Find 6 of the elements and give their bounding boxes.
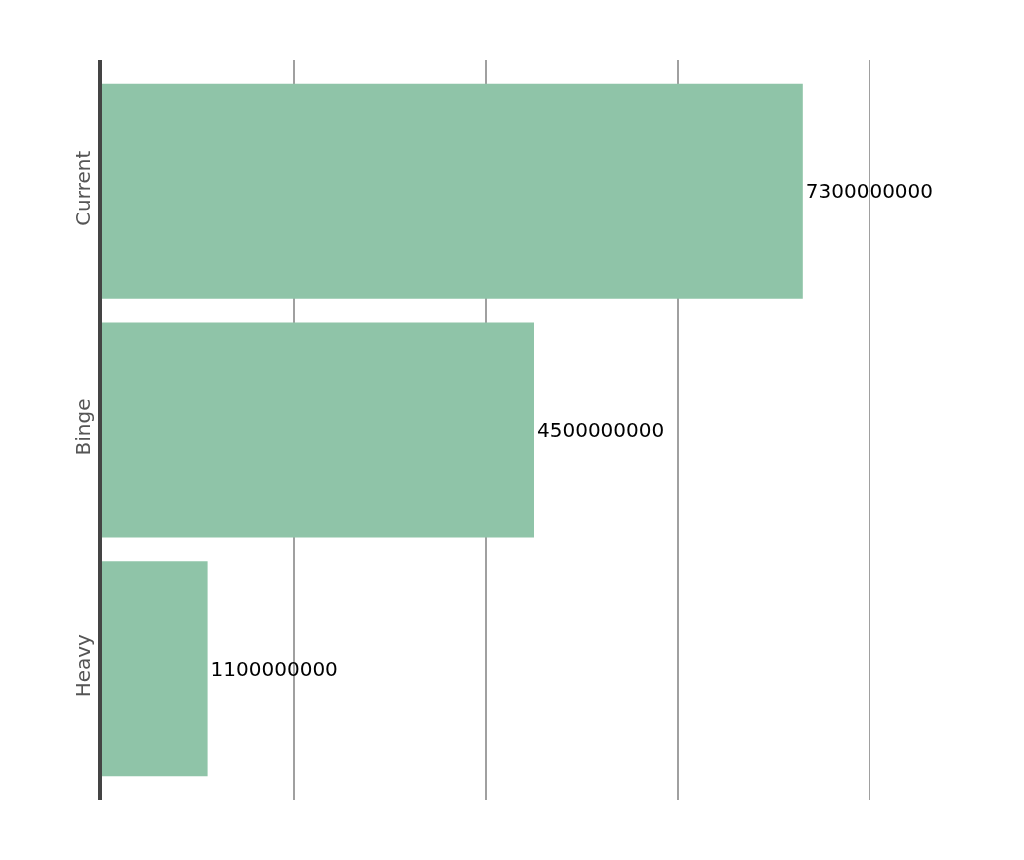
data-label: 7300000000 <box>805 179 934 204</box>
y-tick-label: Heavy <box>71 633 95 698</box>
data-label: 4500000000 <box>537 418 665 442</box>
data-label: 1100000000 <box>210 656 338 681</box>
y-tick-label: Binge <box>71 398 95 456</box>
y-tick-label: Current <box>71 150 95 226</box>
